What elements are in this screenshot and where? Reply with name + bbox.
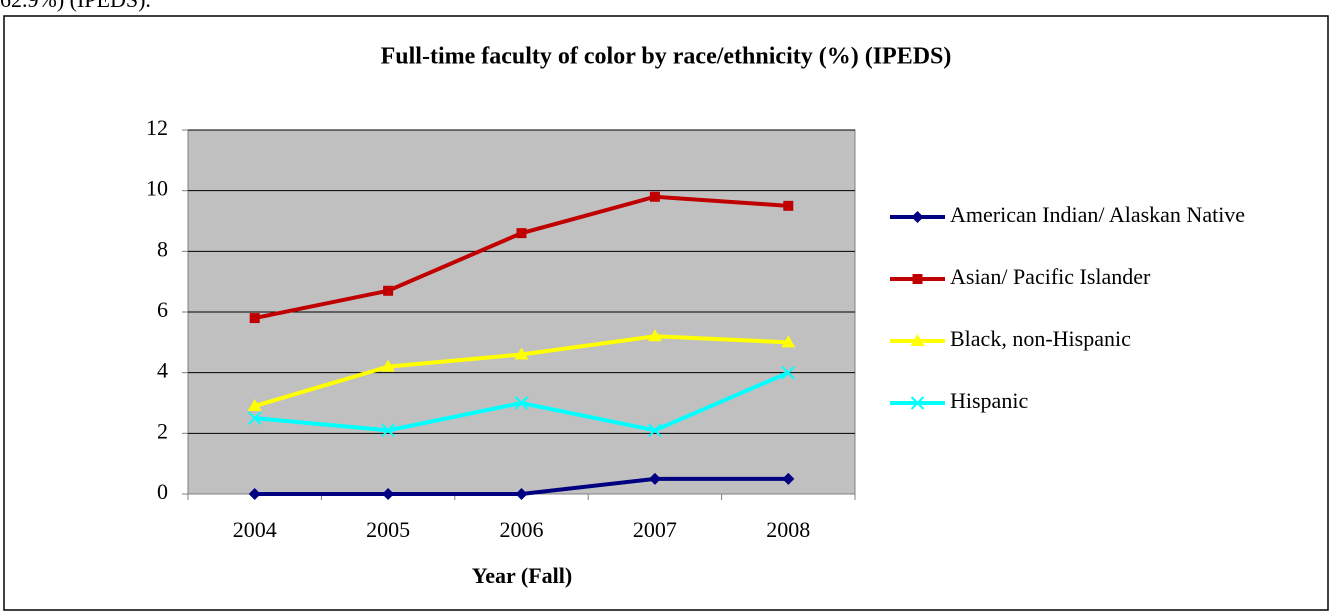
marker — [382, 488, 395, 500]
y-tick-label: 6 — [157, 297, 168, 322]
x-tick-label: 2007 — [633, 517, 677, 542]
y-tick-label: 2 — [157, 418, 168, 443]
x-tick-label: 2006 — [500, 517, 544, 542]
y-tick-label: 8 — [157, 236, 168, 261]
marker — [381, 423, 395, 438]
marker — [249, 313, 260, 324]
page-text: 62.9%) (IPEDS). — [0, 0, 151, 12]
marker — [381, 359, 396, 372]
x-tick-label: 2005 — [366, 517, 410, 542]
legend-marker — [911, 211, 924, 223]
legend-marker — [912, 274, 923, 284]
marker — [647, 329, 662, 342]
marker — [515, 488, 528, 500]
marker — [383, 285, 394, 296]
y-tick-label: 12 — [146, 115, 168, 140]
y-tick-label: 10 — [146, 176, 168, 201]
y-tick-label: 0 — [157, 479, 168, 504]
marker — [514, 347, 529, 360]
chart-title: Full-time faculty of color by race/ethni… — [381, 44, 952, 70]
x-tick-label: 2004 — [233, 517, 277, 542]
marker — [516, 228, 527, 239]
y-tick-label: 4 — [157, 358, 168, 383]
marker — [649, 191, 660, 202]
marker — [781, 335, 796, 348]
marker — [247, 411, 262, 425]
legend-marker — [910, 396, 925, 410]
legend-label: Black, non-Hispanic — [950, 326, 1131, 351]
marker — [247, 399, 262, 412]
marker — [248, 488, 261, 500]
marker — [783, 200, 794, 211]
marker — [781, 365, 796, 380]
marker — [782, 472, 795, 485]
marker — [514, 396, 529, 410]
legend-label: Asian/ Pacific Islander — [950, 264, 1151, 289]
legend-label: Hispanic — [950, 388, 1028, 413]
legend-label: American Indian/ Alaskan Native — [950, 202, 1245, 227]
legend-marker — [910, 334, 925, 346]
marker — [648, 423, 662, 438]
x-tick-label: 2008 — [766, 517, 810, 542]
marker — [648, 472, 661, 485]
x-axis-title: Year (Fall) — [472, 563, 572, 588]
